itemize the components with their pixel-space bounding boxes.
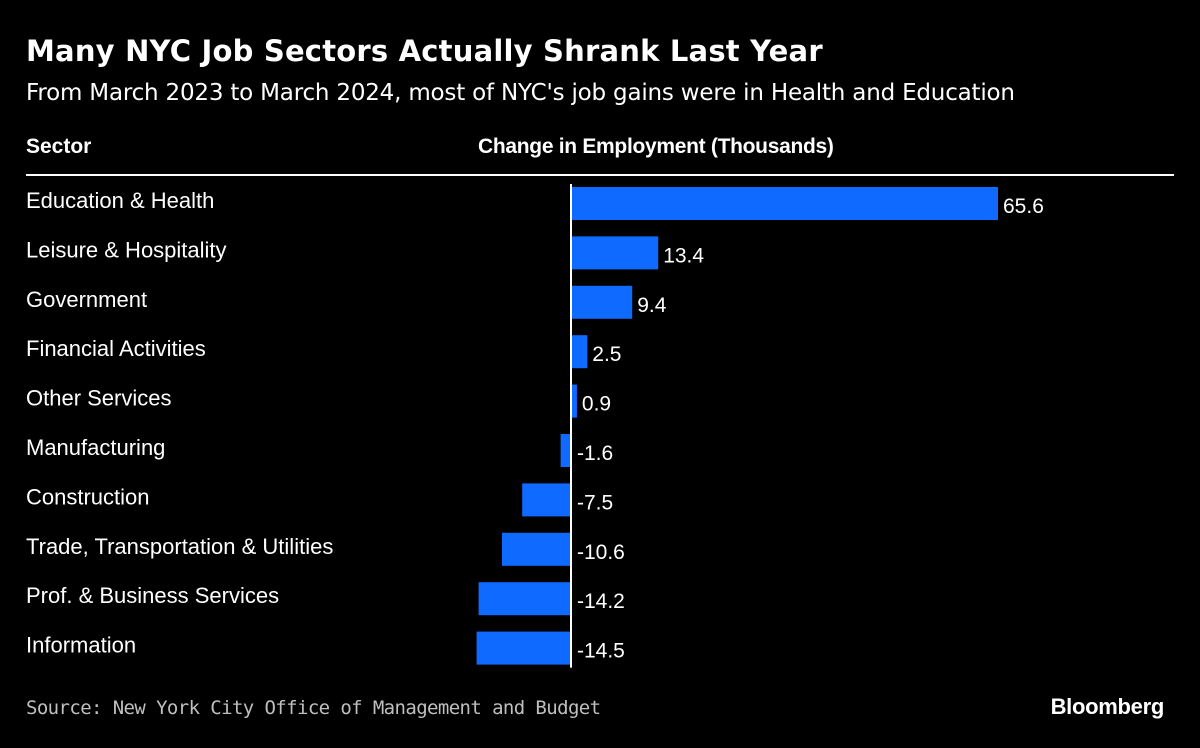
value-label: 65.6 [1003, 195, 1044, 218]
bar [571, 384, 577, 418]
value-label: -1.6 [577, 442, 613, 465]
bar [571, 187, 998, 220]
category-label: Construction [26, 484, 150, 509]
value-label: -14.2 [577, 590, 625, 613]
chart-title: Many NYC Job Sectors Actually Shrank Las… [26, 34, 823, 68]
source-note: Source: New York City Office of Manageme… [26, 697, 601, 719]
category-label: Government [26, 287, 147, 312]
category-label: Manufacturing [26, 435, 165, 460]
bar [571, 285, 633, 319]
header-rule [26, 174, 1174, 176]
value-label: -10.6 [577, 541, 625, 564]
bar [571, 236, 659, 270]
category-label: Other Services [26, 386, 172, 411]
bar [476, 631, 571, 665]
bar [560, 434, 571, 467]
category-label: Education & Health [26, 188, 214, 213]
bar [522, 483, 571, 517]
value-label: 2.5 [592, 343, 621, 366]
category-label: Leisure & Hospitality [26, 237, 227, 262]
category-label: Financial Activities [26, 336, 206, 361]
value-label: 13.4 [663, 244, 704, 267]
bar [571, 335, 588, 369]
value-label: 0.9 [582, 393, 611, 416]
bar-chart: Education & Health 65.6 Leisure & Hospital… [26, 184, 1044, 668]
change-column-header: Change in Employment (Thousands) [478, 135, 834, 158]
sector-column-header: Sector [26, 135, 92, 158]
value-label: 9.4 [637, 294, 667, 317]
chart-subtitle: From March 2023 to March 2024, most of N… [26, 80, 1015, 106]
category-label: Prof. & Business Services [26, 583, 279, 608]
bloomberg-logo: Bloomberg [1050, 694, 1165, 719]
value-label: -7.5 [577, 491, 613, 514]
bar [502, 532, 571, 566]
value-label: -14.5 [577, 640, 625, 663]
bar [478, 582, 571, 616]
category-label: Information [26, 633, 136, 658]
category-label: Trade, Transportation & Utilities [26, 534, 333, 559]
